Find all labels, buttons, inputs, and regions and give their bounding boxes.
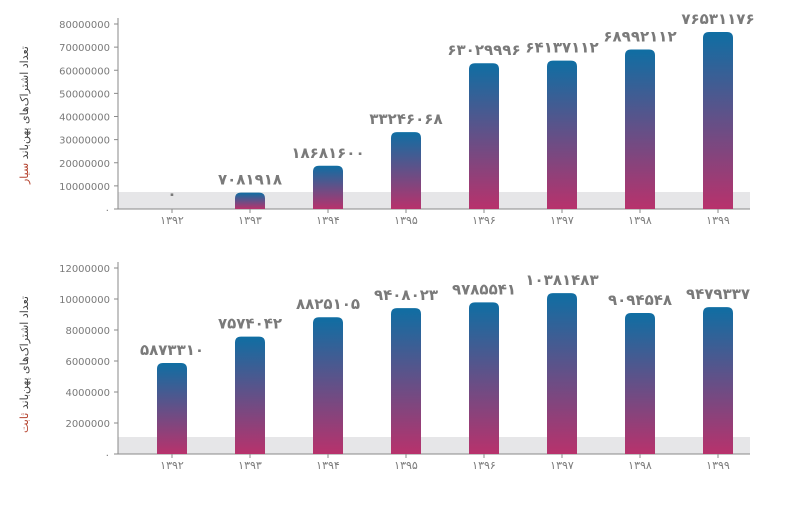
y-tick-label: 50000000 — [59, 89, 110, 100]
bar-1 — [235, 192, 265, 209]
bar-5 — [547, 60, 577, 210]
x-tick-label: ۱۳۹۳ — [238, 459, 262, 472]
bar-3 — [391, 308, 421, 454]
x-tick-label: ۱۳۹۴ — [316, 459, 340, 472]
x-tick-label: ۱۳۹۶ — [472, 214, 496, 227]
y-tick-label: ۰ — [105, 205, 110, 216]
data-label: ۳۳۲۴۶۰۶۸ — [369, 110, 442, 128]
bar-1 — [235, 336, 265, 454]
data-label: ۶۳۰۲۹۹۹۶ — [447, 41, 520, 59]
mobile-broadband-chart-svg: ۰ 10000000 20000000 30000000 40000000 5000000… — [59, 10, 755, 227]
x-tick-label: ۱۳۹۹ — [706, 459, 730, 472]
data-label: ۶۸۹۹۲۱۱۲ — [603, 27, 676, 45]
x-tick-label: ۱۳۹۶ — [472, 459, 496, 472]
y-tick-label: 8000000 — [65, 326, 110, 337]
y-tick-label: 80000000 — [59, 20, 110, 31]
bar-4 — [469, 63, 499, 209]
bar-7 — [703, 32, 733, 210]
data-label: ۹۴۰۸۰۲۳ — [374, 286, 438, 304]
y-tick-label: 60000000 — [59, 66, 110, 77]
x-tick-label: ۱۳۹۷ — [550, 214, 574, 227]
y-tick-label: 12000000 — [59, 264, 110, 275]
x-tick-label: ۱۳۹۷ — [550, 459, 574, 472]
data-label: ۹۰۹۴۵۴۸ — [608, 291, 672, 309]
bar-2 — [313, 317, 343, 454]
x-tick-label: ۱۳۹۴ — [316, 214, 340, 227]
top-y-axis-title: تعداد اشتراک‌های پهن‌باند سیار — [18, 20, 38, 210]
y-tick-label: 70000000 — [59, 43, 110, 54]
y-tick-label: 10000000 — [59, 182, 110, 193]
bar-5 — [547, 293, 577, 454]
y-tick-label: 20000000 — [59, 159, 110, 170]
x-tick-label: ۱۳۹۸ — [628, 459, 652, 472]
x-tick-label: ۱۳۹۵ — [394, 214, 418, 227]
y-tick-label: 4000000 — [65, 388, 110, 399]
x-tick-label: ۱۳۹۲ — [160, 214, 184, 227]
y-tick-label: 40000000 — [59, 113, 110, 124]
bottom-y-axis-title-main: تعداد اشتراک‌های پهن‌باند — [18, 296, 31, 410]
top-y-axis-title-accent: سیار — [18, 162, 31, 184]
top-y-axis-title-main: تعداد اشتراک‌های پهن‌باند — [18, 46, 31, 160]
bottom-y-axis-title-accent: ثابت — [18, 412, 31, 433]
bar-0 — [157, 362, 187, 454]
x-tick-label: ۱۳۹۳ — [238, 214, 262, 227]
baseline-band — [118, 437, 750, 454]
mobile-broadband-chart: ۰ 10000000 20000000 30000000 40000000 5000000… — [0, 0, 786, 240]
y-tick-label: 10000000 — [59, 295, 110, 306]
y-tick-label: ۰ — [105, 450, 110, 461]
x-tick-label: ۱۳۹۵ — [394, 459, 418, 472]
bar-2 — [313, 165, 343, 209]
baseline-band — [118, 192, 750, 209]
bar-4 — [469, 302, 499, 454]
x-tick-label: ۱۳۹۹ — [706, 214, 730, 227]
data-label: ۹۷۸۵۵۴۱ — [452, 280, 516, 298]
data-label: ۷۰۸۱۹۱۸ — [218, 171, 282, 189]
data-label: ۰ — [167, 185, 176, 203]
bar-3 — [391, 132, 421, 209]
data-label: ۱۸۶۸۱۶۰۰ — [291, 144, 364, 162]
y-tick-label: 30000000 — [59, 136, 110, 147]
y-tick-label: 2000000 — [65, 419, 110, 430]
bar-6 — [625, 313, 655, 454]
y-tick-label: 6000000 — [65, 357, 110, 368]
x-tick-label: ۱۳۹۲ — [160, 459, 184, 472]
data-label: ۱۰۳۸۱۴۸۳ — [525, 271, 598, 289]
bar-7 — [703, 307, 733, 454]
data-label: ۷۵۷۴۰۴۲ — [218, 315, 282, 333]
fixed-broadband-chart: ۰ 2000000 4000000 6000000 8000000 10000000 120… — [0, 250, 786, 490]
data-label: ۷۶۵۳۱۱۷۶ — [681, 10, 754, 28]
bar-6 — [625, 49, 655, 209]
x-tick-label: ۱۳۹۸ — [628, 214, 652, 227]
bottom-y-axis-title: تعداد اشتراک‌های پهن‌باند ثابت — [18, 272, 38, 457]
data-label: ۵۸۷۳۳۱۰ — [140, 341, 204, 359]
fixed-broadband-chart-svg: ۰ 2000000 4000000 6000000 8000000 10000000 120… — [59, 262, 750, 472]
data-label: ۹۴۷۹۳۳۷ — [686, 285, 750, 303]
data-label: ۸۸۲۵۱۰۵ — [296, 295, 360, 313]
data-label: ۶۴۱۳۷۱۱۲ — [525, 39, 598, 57]
